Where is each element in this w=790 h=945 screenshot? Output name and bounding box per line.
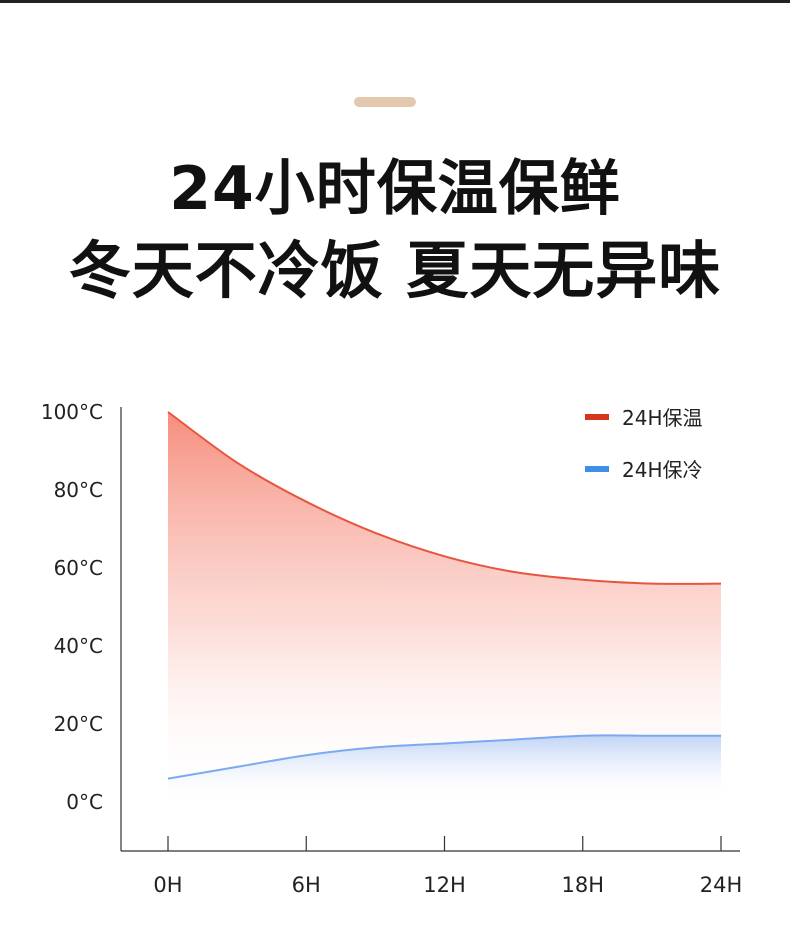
y-tick-label: 100°C	[41, 400, 103, 424]
top-divider	[0, 0, 790, 3]
headline-line-1: 24小时保温保鲜	[169, 154, 621, 224]
y-tick-label: 80°C	[54, 478, 103, 502]
series-line-cold	[167, 734, 721, 780]
y-tick-label: 20°C	[54, 712, 103, 736]
x-tick-label: 6H	[292, 873, 321, 897]
x-tick-label: 12H	[423, 873, 466, 897]
legend-label-cold: 24H保冷	[622, 458, 703, 482]
x-tick-label: 0H	[153, 873, 182, 897]
y-tick-label: 60°C	[54, 556, 103, 580]
legend-label-warm: 24H保温	[622, 406, 703, 430]
y-tick-label: 0°C	[66, 790, 103, 814]
series-area-cold	[168, 735, 721, 802]
accent-pill	[354, 97, 416, 107]
y-tick-label: 40°C	[54, 634, 103, 658]
legend-swatch-cold	[585, 466, 609, 472]
headline-line-2: 冬天不冷饭 夏天无异味	[68, 234, 722, 307]
x-tick-label: 18H	[561, 873, 604, 897]
temperature-chart: 0°C 20°C 40°C 60°C 80°C 100°C 0H 6H 12H 18H 24H 24H…	[41, 400, 743, 897]
x-tick-label: 24H	[700, 873, 743, 897]
series-line-warm	[167, 411, 722, 585]
legend-swatch-warm	[585, 414, 609, 420]
series-area-warm	[168, 412, 721, 802]
